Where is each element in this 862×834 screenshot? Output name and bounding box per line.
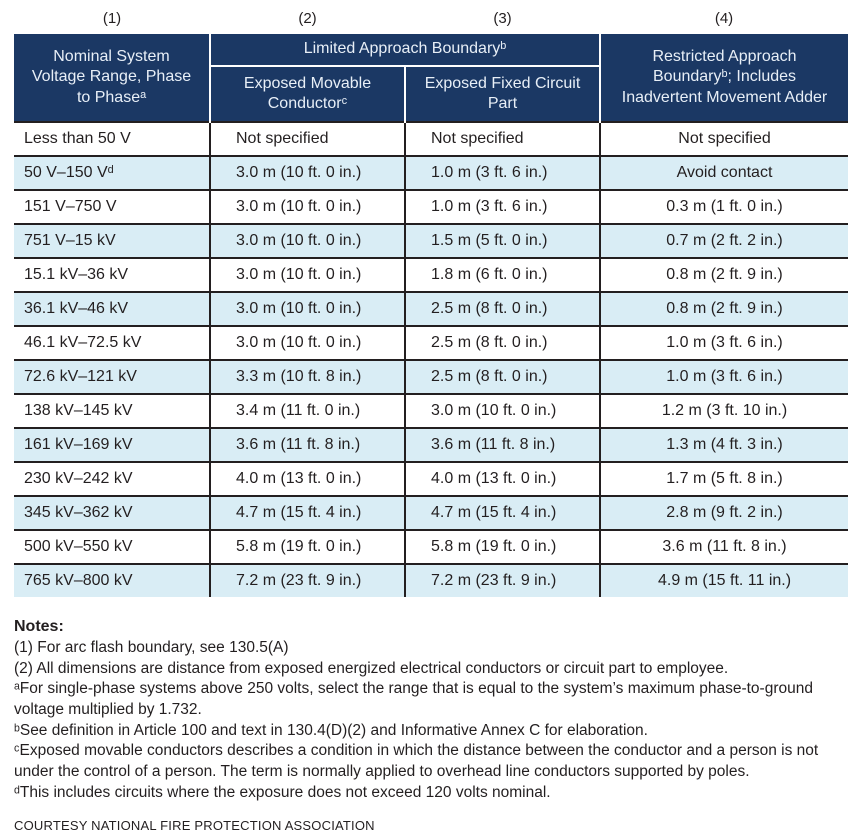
table-cell: Avoid contact (599, 155, 849, 190)
table-cell: Not specified (209, 121, 405, 156)
table-row: 161 kV–169 kV 3.6 m (11 ft. 8 in.) 3.6 m… (14, 427, 849, 462)
header-restricted-approach: Restricted Approach Boundaryᵇ; Includes … (599, 34, 849, 122)
table-cell: 15.1 kV–36 kV (14, 257, 210, 292)
table-cell: 151 V–750 V (14, 189, 210, 224)
table-cell: 3.0 m (10 ft. 0 in.) (209, 155, 405, 190)
table-cell: 4.0 m (13 ft. 0 in.) (403, 461, 601, 496)
table-row: 500 kV–550 kV 5.8 m (19 ft. 0 in.) 5.8 m… (14, 529, 849, 564)
column-number-3: (3) (493, 10, 512, 27)
note-line-c: ᶜExposed movable conductors describes a … (14, 742, 819, 780)
table-cell: 3.0 m (10 ft. 0 in.) (209, 291, 405, 326)
header-nominal-voltage: Nominal System Voltage Range, Phase to P… (14, 34, 210, 122)
table-cell: 4.0 m (13 ft. 0 in.) (209, 461, 405, 496)
table-cell: 161 kV–169 kV (14, 427, 210, 462)
table-cell: Less than 50 V (14, 121, 210, 156)
table-row: 151 V–750 V 3.0 m (10 ft. 0 in.) 1.0 m (… (14, 189, 849, 224)
notes-heading: Notes: (14, 618, 64, 635)
table-cell: 3.0 m (10 ft. 0 in.) (209, 223, 405, 258)
table-cell: 3.6 m (11 ft. 8 in.) (599, 529, 849, 564)
table-cell: 1.0 m (3 ft. 6 in.) (403, 155, 601, 190)
table-cell: 3.0 m (10 ft. 0 in.) (403, 393, 601, 428)
table-cell: 2.8 m (9 ft. 2 in.) (599, 495, 849, 530)
table-cell: 5.8 m (19 ft. 0 in.) (209, 529, 405, 564)
table-row: 15.1 kV–36 kV 3.0 m (10 ft. 0 in.) 1.8 m… (14, 257, 849, 292)
table-cell: 1.2 m (3 ft. 10 in.) (599, 393, 849, 428)
table-cell: 1.8 m (6 ft. 0 in.) (403, 257, 601, 292)
note-line-d: ᵈThis includes circuits where the exposu… (14, 783, 551, 801)
notes-section: Notes: (1) For arc flash boundary, see 1… (14, 616, 846, 834)
table-cell: 36.1 kV–46 kV (14, 291, 210, 326)
table-cell: 50 V–150 Vᵈ (14, 155, 210, 190)
table-row: 46.1 kV–72.5 kV 3.0 m (10 ft. 0 in.) 2.5… (14, 325, 849, 360)
table-cell: 46.1 kV–72.5 kV (14, 325, 210, 360)
table-cell: 2.5 m (8 ft. 0 in.) (403, 291, 601, 326)
note-line-a: ᵃFor single-phase systems above 250 volt… (14, 680, 813, 719)
table-cell: 4.7 m (15 ft. 4 in.) (209, 495, 405, 530)
table-cell: 1.5 m (5 ft. 0 in.) (403, 223, 601, 258)
table-cell: 0.3 m (1 ft. 0 in.) (599, 189, 849, 224)
table-cell: 2.5 m (8 ft. 0 in.) (403, 359, 601, 394)
note-line-1: (1) For arc flash boundary, see 130.5(A) (14, 639, 289, 657)
table-row: 138 kV–145 kV 3.4 m (11 ft. 0 in.) 3.0 m… (14, 393, 849, 428)
table-row: 751 V–15 kV 3.0 m (10 ft. 0 in.) 1.5 m (… (14, 223, 849, 258)
table-cell: 5.8 m (19 ft. 0 in.) (403, 529, 601, 564)
table-cell: 1.3 m (4 ft. 3 in.) (599, 427, 849, 462)
column-number-1: (1) (102, 10, 122, 27)
table-row: 230 kV–242 kV 4.0 m (13 ft. 0 in.) 4.0 m… (14, 461, 849, 496)
header-exposed-movable-conductor: Exposed Movable Conductorᶜ (209, 66, 405, 122)
table-row: 36.1 kV–46 kV 3.0 m (10 ft. 0 in.) 2.5 m… (14, 291, 849, 326)
table-cell: 3.6 m (11 ft. 8 in.) (403, 427, 601, 462)
approach-boundary-table: Nominal System Voltage Range, Phase to P… (14, 34, 849, 597)
table-cell: 230 kV–242 kV (14, 461, 210, 496)
table-cell: 345 kV–362 kV (14, 495, 210, 530)
table-cell: 4.7 m (15 ft. 4 in.) (403, 495, 601, 530)
table-cell: 4.9 m (15 ft. 11 in.) (599, 563, 849, 597)
table-cell: 1.7 m (5 ft. 8 in.) (599, 461, 849, 496)
table-body: Less than 50 V Not specified Not specifi… (14, 121, 849, 597)
table-cell: 0.8 m (2 ft. 9 in.) (599, 257, 849, 292)
table-cell: 765 kV–800 kV (14, 563, 210, 597)
header-limited-approach-group: Limited Approach Boundaryᵇ (208, 34, 601, 67)
table-cell: 7.2 m (23 ft. 9 in.) (403, 563, 601, 597)
table-cell: Not specified (599, 121, 849, 156)
table-cell: 3.0 m (10 ft. 0 in.) (209, 325, 405, 360)
table-cell: 7.2 m (23 ft. 9 in.) (209, 563, 405, 597)
note-line-b: ᵇSee definition in Article 100 and text … (14, 721, 648, 739)
courtesy-line: COURTESY NATIONAL FIRE PROTECTION ASSOCI… (14, 818, 375, 834)
table-cell: 3.0 m (10 ft. 0 in.) (209, 257, 405, 292)
table-row: 765 kV–800 kV 7.2 m (23 ft. 9 in.) 7.2 m… (14, 563, 849, 597)
table-row: 50 V–150 Vᵈ 3.0 m (10 ft. 0 in.) 1.0 m (… (14, 155, 849, 190)
column-number-row: (1) (2) (3) (4) (14, 6, 848, 34)
table-cell: 138 kV–145 kV (14, 393, 210, 428)
table-row: Less than 50 V Not specified Not specifi… (14, 121, 849, 156)
table-cell: 500 kV–550 kV (14, 529, 210, 564)
table-cell: 3.6 m (11 ft. 8 in.) (209, 427, 405, 462)
table-cell: 1.0 m (3 ft. 6 in.) (403, 189, 601, 224)
table-header: Nominal System Voltage Range, Phase to P… (14, 34, 849, 122)
table-cell: 751 V–15 kV (14, 223, 210, 258)
table-cell: 0.7 m (2 ft. 2 in.) (599, 223, 849, 258)
table-cell: 3.3 m (10 ft. 8 in.) (209, 359, 405, 394)
table-row: 72.6 kV–121 kV 3.3 m (10 ft. 8 in.) 2.5 … (14, 359, 849, 394)
table-cell: 3.0 m (10 ft. 0 in.) (209, 189, 405, 224)
table-cell: 2.5 m (8 ft. 0 in.) (403, 325, 601, 360)
table-cell: 1.0 m (3 ft. 6 in.) (599, 325, 849, 360)
column-number-4: (4) (714, 10, 734, 27)
header-exposed-fixed-circuit-part: Exposed Fixed Circuit Part (403, 66, 601, 122)
column-number-2: (2) (298, 10, 317, 27)
note-line-2: (2) All dimensions are distance from exp… (14, 659, 729, 677)
table-row: 345 kV–362 kV 4.7 m (15 ft. 4 in.) 4.7 m… (14, 495, 849, 530)
table-cell: 3.4 m (11 ft. 0 in.) (209, 393, 405, 428)
table-cell: 0.8 m (2 ft. 9 in.) (599, 291, 849, 326)
table-cell: 1.0 m (3 ft. 6 in.) (599, 359, 849, 394)
table-cell: 72.6 kV–121 kV (14, 359, 210, 394)
table-cell: Not specified (403, 121, 601, 156)
